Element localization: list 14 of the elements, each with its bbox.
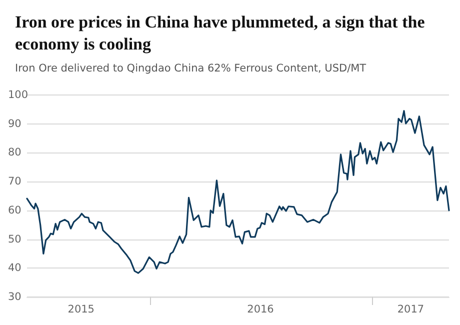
x-tick-label: 2015 (68, 304, 94, 316)
y-tick-label: 40 (8, 262, 22, 274)
y-tick-label: 60 (8, 204, 22, 216)
line-series (26, 110, 450, 274)
y-tick-label: 30 (8, 291, 22, 303)
chart-title: Iron ore prices in China have plummeted, a sign that the economy is cooling (15, 12, 430, 54)
y-tick-label: 70 (8, 176, 22, 188)
x-tick-label: 2017 (397, 304, 424, 316)
y-tick-label: 100 (8, 89, 28, 101)
y-tick-label: 50 (8, 233, 22, 246)
y-tick-label: 90 (8, 118, 22, 130)
x-tick-label: 2016 (247, 304, 274, 316)
chart-subtitle: Iron Ore delivered to Qingdao China 62% Ferrous Content, USD/MT (15, 62, 367, 74)
y-tick-label: 80 (8, 146, 22, 159)
